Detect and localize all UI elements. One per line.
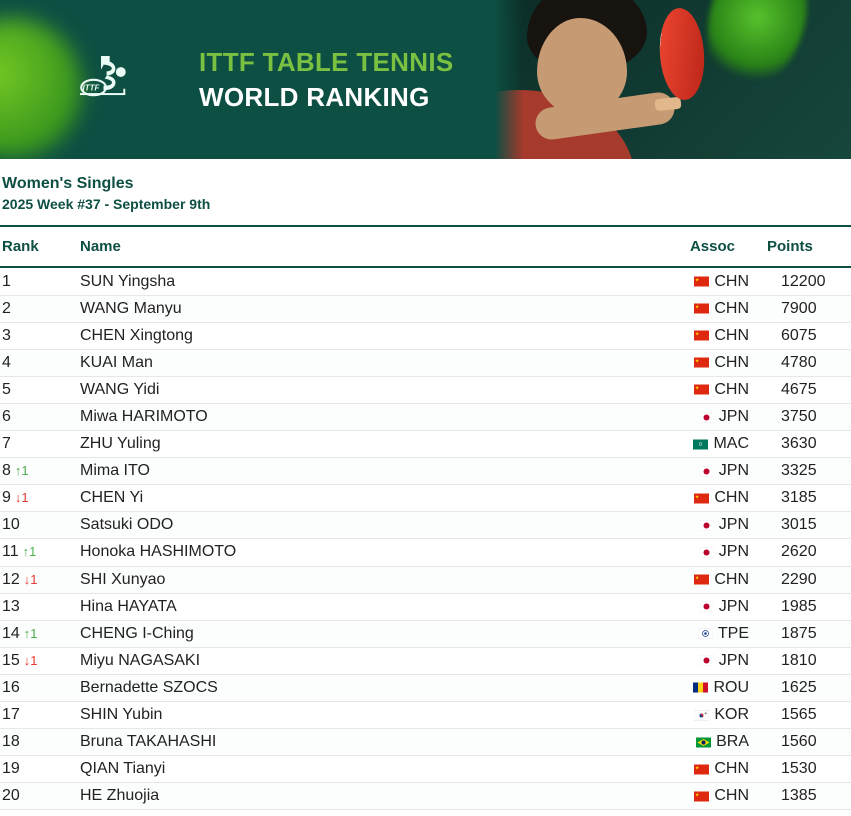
svg-text:ITTF: ITTF (82, 84, 100, 93)
